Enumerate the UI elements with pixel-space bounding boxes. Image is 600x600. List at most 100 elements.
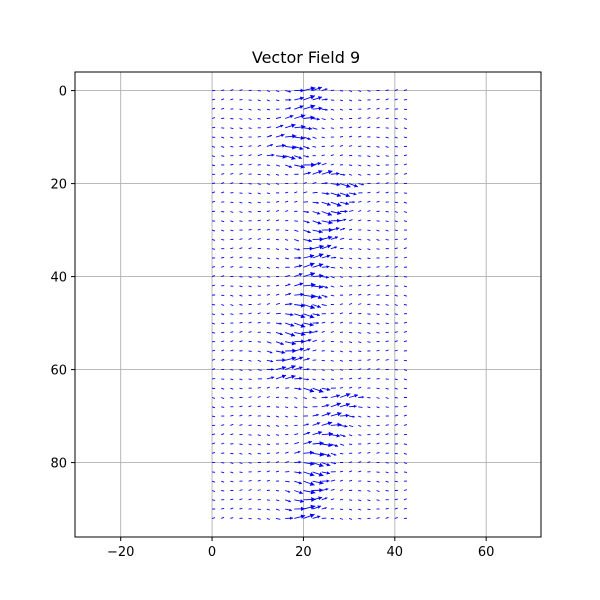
vector-arrow-shaft [211, 406, 216, 409]
vector-arrow-shaft [266, 228, 270, 231]
vector-arrow-shaft [367, 284, 371, 287]
vector-arrow-shaft [239, 387, 243, 390]
vector-arrow-shaft [211, 517, 216, 519]
vector-arrow-shaft [239, 507, 243, 510]
vector-arrow-shaft [211, 322, 216, 325]
vector-arrow-shaft [385, 387, 389, 390]
vector-arrow-head [317, 505, 322, 509]
vector-arrow-head [299, 105, 304, 109]
vector-arrow-shaft [358, 164, 362, 167]
vector-arrow-shaft [230, 172, 234, 175]
vector-arrow-shaft [248, 312, 252, 315]
vector-arrow-shaft [394, 507, 398, 510]
vector-arrow-shaft [275, 164, 281, 167]
vector-arrow-shaft [348, 145, 353, 147]
vector-arrow-shaft [303, 406, 308, 409]
vector-arrow-shaft [367, 322, 371, 325]
vector-arrow-shaft [257, 108, 261, 111]
vector-arrow-head [318, 388, 324, 393]
vector-arrow-head [343, 173, 346, 176]
y-tick-label: 0 [59, 85, 67, 100]
vector-arrow-shaft [403, 424, 408, 426]
vector-arrow-head [325, 108, 328, 111]
vector-arrow-shaft [221, 220, 225, 223]
vector-arrow-shaft [248, 359, 252, 362]
vector-arrow-head [298, 481, 303, 485]
vector-arrow-shaft [312, 145, 317, 148]
vector-arrow-shaft [266, 517, 270, 520]
vector-arrow-shaft [239, 201, 243, 204]
vector-arrow-shaft [348, 303, 353, 305]
vector-arrow-shaft [385, 397, 389, 399]
vector-arrow-shaft [275, 210, 280, 212]
vector-arrow-shaft [221, 145, 225, 148]
vector-arrow-shaft [230, 313, 234, 315]
vector-arrow-shaft [257, 201, 261, 204]
vector-arrow-head [288, 292, 291, 296]
vector-arrow-shaft [275, 508, 280, 511]
vector-arrow-shaft [294, 229, 299, 232]
vector-arrow-shaft [230, 517, 234, 519]
vector-arrow-shaft [248, 145, 252, 147]
vector-arrow-shaft [239, 163, 243, 166]
vector-arrow-shaft [376, 499, 380, 501]
vector-arrow-shaft [339, 99, 344, 102]
vector-arrow-shaft [376, 107, 380, 110]
vector-arrow-shaft [376, 117, 380, 119]
vector-arrow-shaft [330, 331, 334, 333]
vector-arrow-shaft [394, 211, 398, 213]
vector-arrow-shaft [266, 508, 270, 511]
vector-arrow-head [282, 358, 286, 363]
vector-arrow-head [299, 490, 303, 495]
vector-arrow-shaft [321, 162, 327, 166]
vector-arrow-head [309, 314, 315, 319]
vector-arrow-head [290, 323, 295, 327]
vector-arrow-shaft [248, 462, 252, 464]
vector-arrow-shaft [266, 126, 272, 129]
vector-arrow-shaft [358, 90, 362, 93]
vector-arrow-shaft [221, 490, 225, 492]
vector-arrow-shaft [385, 313, 389, 316]
vector-arrow-head [270, 359, 274, 363]
vector-arrow-head [326, 387, 331, 392]
vector-arrow-shaft [248, 321, 252, 324]
vector-arrow-shaft [257, 321, 261, 324]
vector-arrow-shaft [221, 471, 225, 474]
vector-arrow-shaft [257, 118, 261, 120]
vector-arrow-shaft [385, 433, 389, 436]
vector-arrow-shaft [248, 378, 252, 380]
vector-arrow-shaft [211, 368, 216, 371]
vector-arrow-head [270, 143, 273, 147]
vector-arrow-shaft [367, 451, 371, 454]
vector-arrow-shaft [394, 462, 398, 464]
vector-arrow-head [354, 183, 358, 188]
vector-arrow-head [297, 248, 301, 251]
vector-arrow-shaft [330, 488, 335, 491]
vector-arrow-shaft [257, 266, 261, 269]
vector-arrow-head [336, 402, 341, 407]
vector-arrow-head [269, 134, 272, 137]
vector-arrow-head [345, 193, 350, 198]
vector-arrow-shaft [385, 173, 389, 175]
vector-arrow-shaft [230, 340, 234, 343]
vector-arrow-shaft [358, 284, 362, 287]
vector-arrow-shaft [211, 284, 216, 287]
vector-arrow-shaft [358, 210, 362, 212]
vector-arrow-shaft [358, 117, 362, 119]
vector-arrow-shaft [257, 489, 261, 491]
vector-arrow-head [318, 229, 323, 234]
vector-arrow-shaft [376, 433, 380, 436]
vector-arrow-shaft [367, 508, 371, 511]
vector-arrow-shaft [403, 285, 408, 288]
vector-arrow-shaft [358, 452, 362, 454]
vector-arrow-shaft [257, 312, 261, 315]
vector-arrow-shaft [221, 238, 225, 241]
vector-arrow-shaft [339, 443, 345, 446]
vector-arrow-shaft [385, 406, 389, 408]
vector-arrow-shaft [266, 331, 271, 334]
vector-arrow-head [336, 394, 340, 398]
vector-arrow-head [326, 275, 329, 279]
vector-arrow-head [288, 98, 292, 102]
vector-arrow-head [317, 161, 322, 166]
vector-arrow-shaft [275, 415, 280, 418]
